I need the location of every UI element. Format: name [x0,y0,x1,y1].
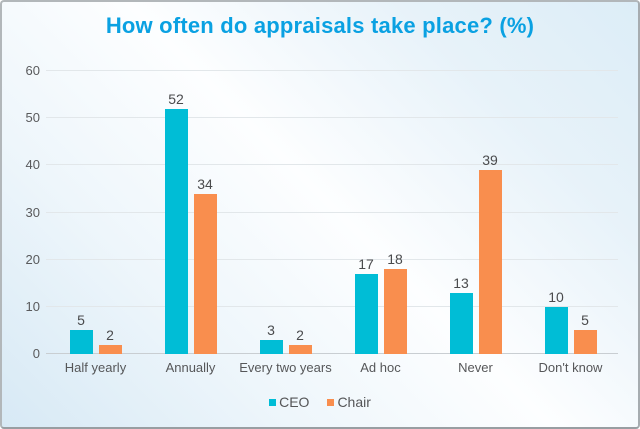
bar-chair-ad-hoc [383,269,407,354]
gridline-60 [46,70,618,71]
gridline-50 [46,117,618,119]
bar-ceo-ad-hoc [354,273,378,354]
bar-chair-annually [193,193,217,354]
gridline-10 [46,305,618,307]
y-tick-label-0: 0 [32,346,40,361]
bar-chair-every-two-years [288,344,312,354]
bar-chair-half-yearly [98,344,122,354]
value-label-chair-don-t-know: 5 [581,312,589,329]
bar-ceo-never [449,292,473,354]
x-axis-label-annually: Annually [165,360,216,375]
x-axis-label-never: Never [458,360,493,375]
legend-item-chair: Chair [327,394,371,410]
bar-wrap-chair-half-yearly: 2 [98,326,122,354]
value-label-chair-ad-hoc: 18 [387,251,403,268]
x-axis-label-every-two-years: Every two years [239,360,332,375]
legend-label-chair: Chair [337,394,371,410]
legend-label-ceo: CEO [279,394,310,410]
bar-ceo-every-two-years [259,339,283,354]
bar-wrap-ceo-never: 13 [449,274,473,354]
bar-wrap-ceo-don-t-know: 10 [544,288,568,354]
plot-area: 5 2 52 34 3 2 17 18 13 39 10 5 [46,70,618,354]
gridline-20 [46,258,618,260]
value-label-ceo-half-yearly: 5 [77,312,85,329]
bar-wrap-chair-annually: 34 [193,175,217,354]
bar-wrap-ceo-ad-hoc: 17 [354,255,378,354]
x-axis-label-don-t-know: Don't know [538,360,603,375]
value-label-ceo-never: 13 [453,274,469,291]
bar-group-ad-hoc: 17 18 [333,71,428,354]
y-tick-label-40: 40 [25,157,40,173]
x-axis-label-ad-hoc: Ad hoc [360,360,401,375]
value-label-chair-annually: 34 [197,175,213,192]
x-axis-label-half-yearly: Half yearly [64,360,127,375]
gridline-30 [46,211,618,213]
value-label-chair-every-two-years: 2 [296,326,304,343]
bar-wrap-chair-never: 39 [478,152,502,354]
bar-wrap-ceo-half-yearly: 5 [69,312,93,354]
value-label-ceo-every-two-years: 3 [267,321,275,338]
y-tick-label-30: 30 [25,204,40,220]
bar-wrap-ceo-annually: 52 [164,90,188,354]
bar-chair-never [478,170,502,354]
value-label-chair-half-yearly: 2 [106,326,114,343]
legend: CEO Chair [2,394,638,410]
legend-swatch-chair [327,398,335,406]
legend-item-ceo: CEO [269,394,309,410]
y-tick-label-60: 60 [25,63,40,78]
value-label-ceo-don-t-know: 10 [548,288,564,305]
y-tick-label-10: 10 [25,298,40,314]
chart-title: How often do appraisals take place? (%) [105,13,535,38]
bar-group-never: 13 39 [428,71,523,354]
y-tick-label-20: 20 [25,251,40,267]
y-tick-label-50: 50 [25,110,40,126]
bar-group-annually: 52 34 [143,71,238,354]
bar-ceo-annually [164,108,188,354]
bar-ceo-half-yearly [69,330,93,354]
bar-wrap-chair-every-two-years: 2 [288,326,312,354]
value-label-ceo-annually: 52 [168,90,184,107]
bar-ceo-don-t-know [544,306,568,354]
gridline-40 [46,164,618,166]
value-label-chair-never: 39 [482,152,498,169]
bar-group-don-t-know: 10 5 [523,71,618,354]
x-axis-baseline [46,353,618,354]
bar-wrap-ceo-every-two-years: 3 [259,321,283,354]
bar-chair-don-t-know [573,330,597,354]
value-label-ceo-ad-hoc: 17 [358,255,374,272]
legend-swatch-ceo [269,398,277,406]
bar-wrap-chair-don-t-know: 5 [573,312,597,354]
bar-wrap-chair-ad-hoc: 18 [383,251,407,354]
